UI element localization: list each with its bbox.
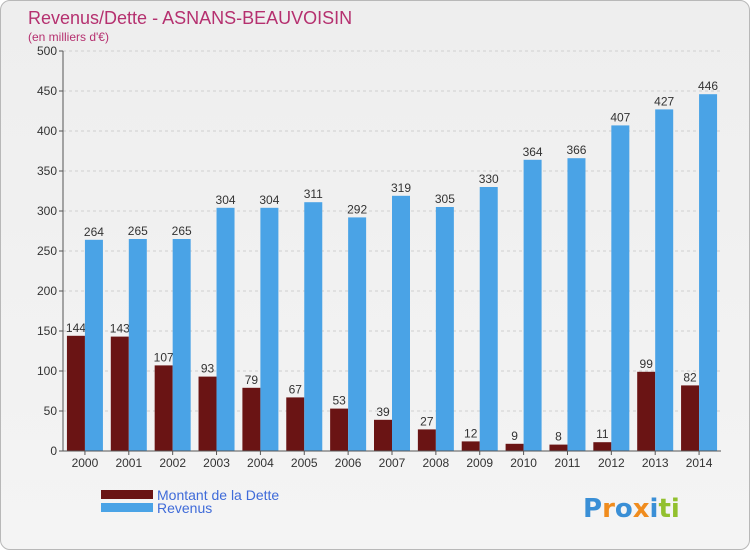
bar-revenus: [611, 125, 630, 452]
bar-revenus: [128, 239, 147, 451]
y-tick-label: 300: [37, 204, 57, 218]
data-label-revenus: 319: [391, 181, 411, 195]
bar-dette: [417, 429, 436, 451]
x-axis: 2000 2001 2002 2003 2004 2005 2006 2007 2008 2009…: [63, 450, 721, 470]
bar-revenus: [567, 158, 586, 451]
bar-dette: [330, 408, 349, 451]
chart-title: Revenus/Dette - ASNANS-BEAUVOISIN: [28, 8, 352, 28]
legend-swatch-dette: [101, 490, 153, 499]
bar-dette: [374, 419, 392, 451]
bar-dette: [66, 335, 85, 451]
x-tick-label: 2008: [423, 456, 450, 470]
data-label-revenus: 305: [435, 192, 455, 206]
data-label-dette: 8: [555, 430, 562, 444]
y-tick-label: 200: [37, 284, 57, 298]
data-label-dette: 99: [640, 357, 654, 371]
bar-dette: [549, 444, 568, 451]
data-label-revenus: 292: [347, 202, 367, 216]
x-tick-label: 2013: [642, 456, 669, 470]
data-label-dette: 27: [420, 414, 434, 428]
x-tick-label: 2005: [291, 456, 318, 470]
y-tick-label: 400: [37, 124, 57, 138]
data-label-revenus: 366: [566, 143, 586, 157]
bar-dette: [286, 397, 305, 451]
y-tick-label: 500: [37, 44, 57, 58]
x-tick-label: 2009: [466, 456, 493, 470]
data-label-dette: 93: [201, 362, 215, 376]
legend-swatch-revenus: [101, 503, 153, 512]
data-label-dette: 39: [376, 405, 390, 419]
data-label-dette: 11: [596, 427, 609, 441]
x-tick-label: 2012: [598, 456, 625, 470]
data-label-dette: 53: [332, 394, 346, 408]
data-label-dette: 12: [464, 426, 478, 440]
proxiti-logo: Proxiti: [583, 494, 680, 524]
data-label-dette: 144: [66, 321, 86, 335]
bar-revenus: [699, 94, 718, 451]
x-tick-label: 2003: [203, 456, 230, 470]
bar-dette: [110, 336, 129, 451]
y-tick-label: 250: [37, 244, 57, 258]
bar-dette: [198, 376, 217, 451]
data-label-revenus: 264: [84, 225, 104, 239]
bar-dette: [593, 442, 612, 451]
y-tick-label: 50: [44, 404, 58, 418]
x-tick-label: 2010: [510, 456, 537, 470]
y-tick-label: 350: [37, 164, 57, 178]
y-tick-label: 150: [37, 324, 57, 338]
x-tick-label: 2014: [686, 456, 713, 470]
x-tick-label: 2004: [247, 456, 274, 470]
x-tick-label: 2007: [379, 456, 406, 470]
x-tick-label: 2011: [555, 456, 581, 470]
bar-dette: [505, 443, 524, 451]
data-label-revenus: 364: [523, 145, 543, 159]
bar-dette: [681, 385, 700, 451]
data-label-revenus: 446: [698, 79, 718, 93]
data-label-revenus: 265: [128, 224, 148, 238]
bar-dette: [154, 365, 173, 451]
data-label-revenus: 407: [610, 110, 630, 124]
y-tick-label: 100: [37, 364, 57, 378]
data-label-revenus: 330: [479, 172, 499, 186]
data-label-dette: 82: [683, 370, 697, 384]
legend-label-dette: Montant de la Dette: [157, 487, 279, 503]
bar-revenus: [479, 187, 498, 451]
bar-revenus: [655, 109, 674, 452]
data-label-revenus: 265: [172, 224, 192, 238]
bar-revenus: [172, 239, 191, 451]
bar-revenus: [216, 207, 235, 451]
data-label-dette: 143: [110, 322, 130, 336]
bar-revenus: [84, 239, 103, 451]
bar-dette: [637, 371, 656, 451]
y-tick-label: 450: [37, 84, 57, 98]
x-tick-label: 2002: [159, 456, 186, 470]
data-label-revenus: 304: [259, 193, 279, 207]
x-tick-label: 2000: [72, 456, 99, 470]
data-label-dette: 67: [289, 382, 303, 396]
bar-dette: [461, 441, 480, 451]
data-label-dette: 9: [511, 429, 518, 443]
bars: 144 264 143 265 107 265 93 304 79 304 67 311 53 292 39…: [66, 79, 718, 452]
data-label-dette: 79: [245, 373, 259, 387]
x-tick-label: 2006: [335, 456, 362, 470]
bar-revenus: [435, 207, 454, 451]
data-label-revenus: 311: [304, 187, 323, 201]
bar-revenus: [392, 195, 410, 451]
y-axis: 0 50 100 150 200 250 300 350 400 450 500: [37, 44, 64, 458]
bar-revenus: [348, 217, 367, 451]
y-tick-label: 0: [50, 444, 57, 458]
data-label-revenus: 304: [216, 193, 236, 207]
bar-revenus: [260, 207, 279, 451]
data-label-revenus: 427: [654, 94, 674, 108]
bar-revenus: [523, 159, 542, 452]
bar-revenus: [304, 202, 323, 451]
bar-dette: [242, 387, 261, 451]
data-label-dette: 107: [154, 350, 174, 364]
chart-subtitle: (en milliers d'€): [28, 30, 109, 44]
legend-label-revenus: Revenus: [157, 500, 212, 516]
x-tick-label: 2001: [115, 456, 142, 470]
